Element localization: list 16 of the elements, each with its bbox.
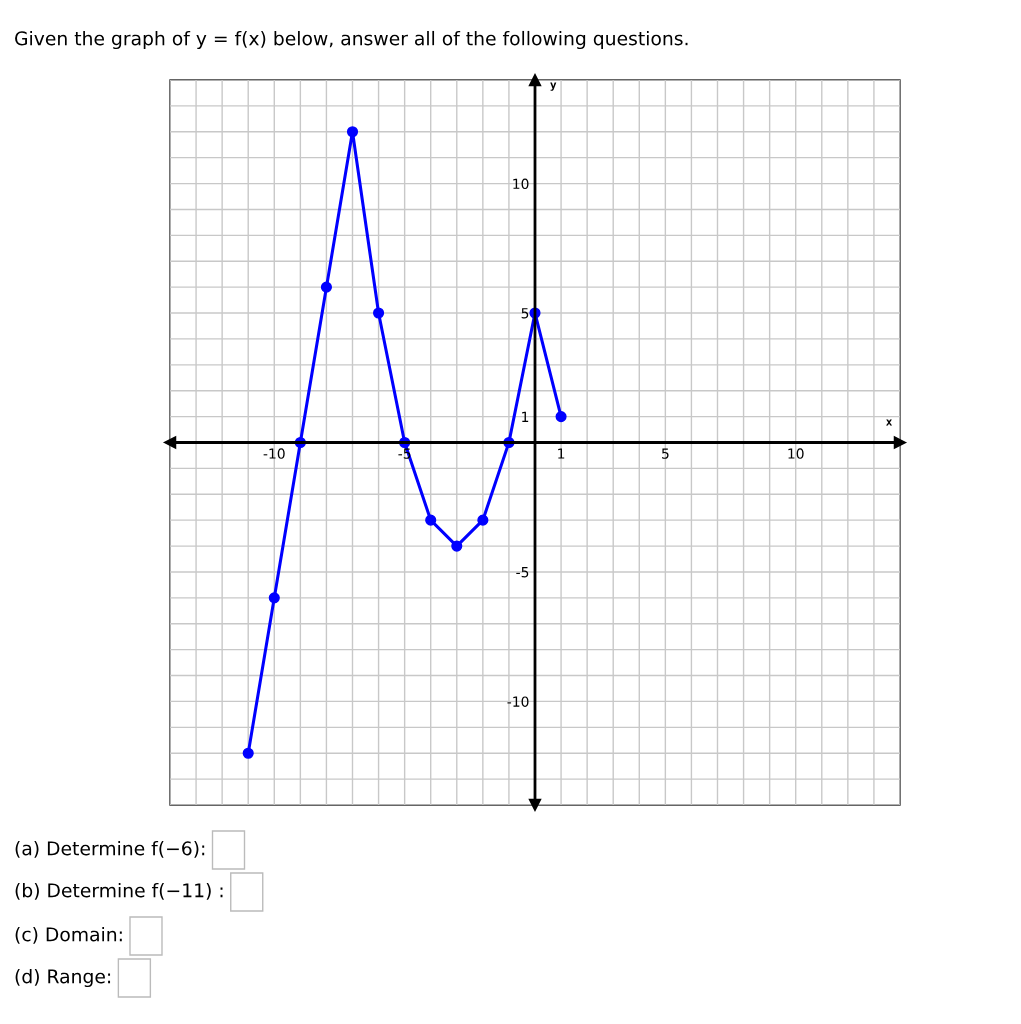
x-axis-title: x xyxy=(886,419,893,426)
chart-title: Given the graph of y = f(x) below, answer all of the following questions. xyxy=(15,30,688,50)
text: (a) Determine f(−6): xyxy=(15,840,205,858)
y-tick-label: -5 xyxy=(516,567,529,578)
y-axis-title: y xyxy=(550,82,557,91)
text: (b) Determine f(−11) : xyxy=(15,882,223,900)
x-tick-label: -10 xyxy=(263,448,285,459)
text: (d) Range: xyxy=(15,968,111,988)
y-tick-label: 5 xyxy=(521,308,529,319)
y-tick-label: 1 xyxy=(522,411,529,422)
y-tick-label: 10 xyxy=(513,178,529,190)
text: (c) Domain: xyxy=(15,926,122,944)
x-tick-label: 5 xyxy=(662,448,669,459)
x-tick-label: 10 xyxy=(788,448,804,459)
y-tick-label: -10 xyxy=(507,696,529,707)
x-tick-label: 1 xyxy=(558,448,565,459)
